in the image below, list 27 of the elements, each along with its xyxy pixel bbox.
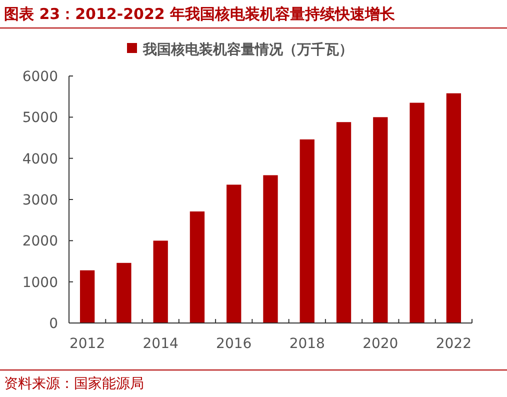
x-tick-label: 2018 — [289, 336, 325, 352]
y-tick-label: 4000 — [22, 151, 58, 168]
legend-label: 我国核电装机容量情况（万千瓦） — [142, 41, 353, 58]
y-tick-label: 6000 — [22, 69, 58, 85]
bar — [373, 117, 388, 323]
bar — [410, 102, 424, 323]
bar — [446, 93, 462, 323]
y-tick-label: 5000 — [22, 110, 58, 126]
bar — [80, 270, 95, 323]
bar — [263, 175, 278, 323]
y-tick-label: 0 — [49, 316, 58, 332]
bar — [190, 211, 205, 323]
y-tick-label: 1000 — [22, 274, 58, 291]
x-tick-label: 2022 — [436, 336, 472, 352]
x-tick-label: 2016 — [216, 336, 252, 352]
bar — [153, 240, 168, 323]
y-tick-label: 3000 — [22, 192, 58, 208]
x-tick-label: 2014 — [142, 336, 178, 352]
bar — [300, 139, 314, 323]
x-tick-label: 2020 — [362, 336, 398, 352]
text: 资料来源：国家能源局 — [4, 376, 144, 392]
chart-title: 图表 23：2012-2022 年我国核电装机容量持续快速增长 — [4, 5, 396, 23]
bar — [226, 184, 242, 323]
bar — [336, 122, 352, 323]
bar — [116, 262, 132, 323]
y-tick-label: 2000 — [22, 234, 58, 250]
x-tick-label: 2012 — [70, 336, 106, 352]
